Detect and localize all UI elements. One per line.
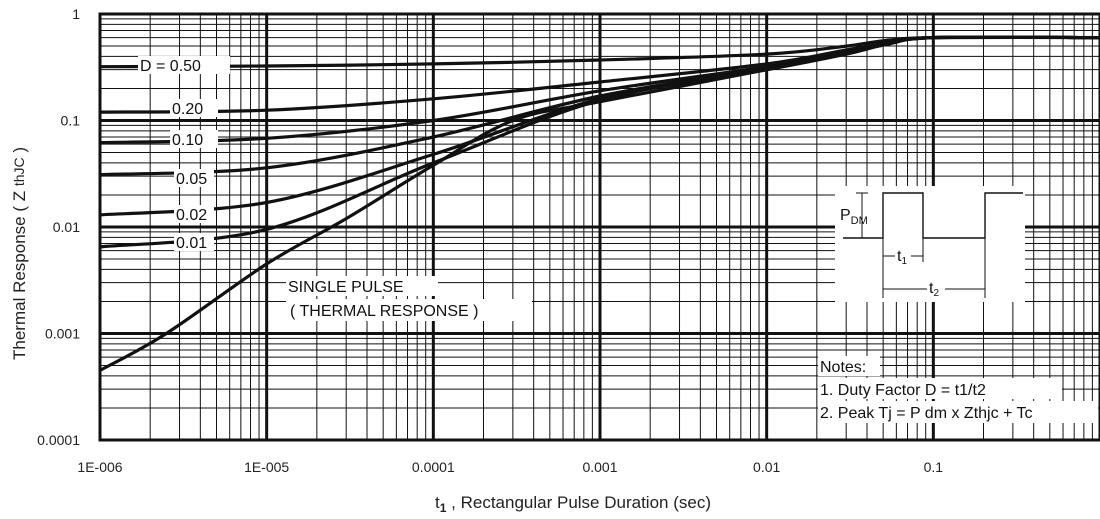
thermal-response-label-bg — [286, 299, 532, 321]
notes-line2-bg — [818, 401, 1098, 423]
plot-border — [98, 12, 1100, 442]
x-tick-label: 1E-006 — [77, 459, 122, 475]
notes-heading-bg — [818, 356, 880, 376]
curve-label-bg — [174, 233, 214, 251]
y-tick-label: 0.0001 — [37, 432, 80, 448]
single-pulse-label: SINGLE PULSE — [288, 279, 404, 296]
notes-line1: 1. Duty Factor D = t1/t2 — [820, 382, 986, 399]
curve-label: 0.01 — [176, 235, 207, 252]
pulse-waveform — [843, 192, 1023, 239]
curve-label: 0.10 — [172, 132, 203, 149]
notes-heading: Notes: — [820, 359, 866, 376]
series-line-single-pulse — [99, 35, 1100, 372]
curve-label-bg — [170, 99, 218, 117]
thermal-response-label: ( THERMAL RESPONSE ) — [290, 303, 478, 320]
curve-labels: D = 0.50 0.20 0.10 0.05 0.02 0.01 SINGLE PULSE… — [138, 56, 532, 321]
t1-label-bg — [895, 249, 911, 263]
x-axis-title: t1 , Rectangular Pulse Duration (sec) — [435, 493, 711, 515]
curve-label: 0.05 — [176, 171, 207, 188]
tick-labels: 1E-006 1E-005 0.0001 0.001 0.01 0.1 1 0.1 0.01 0.… — [37, 6, 943, 475]
pdm-label: PDM — [840, 207, 868, 227]
curve-label: D = 0.50 — [140, 58, 201, 75]
y-axis-title: Thermal Response ( Z thJC ) — [10, 147, 29, 360]
x-tick-label: 0.001 — [582, 459, 617, 475]
notes-box: Notes: 1. Duty Factor D = t1/t2 2. Peak Tj… — [818, 356, 1098, 423]
single-pulse-label-bg — [286, 276, 438, 296]
series-group — [99, 35, 1100, 372]
curve-label-bg — [174, 169, 214, 187]
y-tick-label: 1 — [72, 6, 80, 22]
pulse-inset: PDM t1 t2 — [835, 186, 1025, 302]
notes-line1-bg — [818, 378, 1062, 399]
x-tick-label: 1E-005 — [244, 459, 289, 475]
notes-line2: 2. Peak Tj = P dm x Zthjc + Tc — [820, 405, 1033, 422]
curve-label-bg — [138, 56, 230, 74]
t2-label: t2 — [929, 280, 939, 299]
y-tick-label: 0.1 — [61, 113, 81, 129]
t1-label: t1 — [897, 248, 907, 267]
plot-frame — [98, 12, 1100, 442]
x-tick-label: 0.1 — [924, 459, 944, 475]
curve-label: 0.20 — [172, 101, 203, 118]
x-tick-label: 0.0001 — [412, 459, 455, 475]
y-tick-label: 0.01 — [53, 219, 80, 235]
curve-label-bg — [170, 130, 218, 148]
curve-label-bg — [174, 205, 214, 223]
x-tick-label: 0.01 — [753, 459, 780, 475]
t2-label-bg — [927, 282, 945, 296]
curve-label: 0.02 — [176, 207, 207, 224]
y-tick-label: 0.001 — [45, 326, 80, 342]
